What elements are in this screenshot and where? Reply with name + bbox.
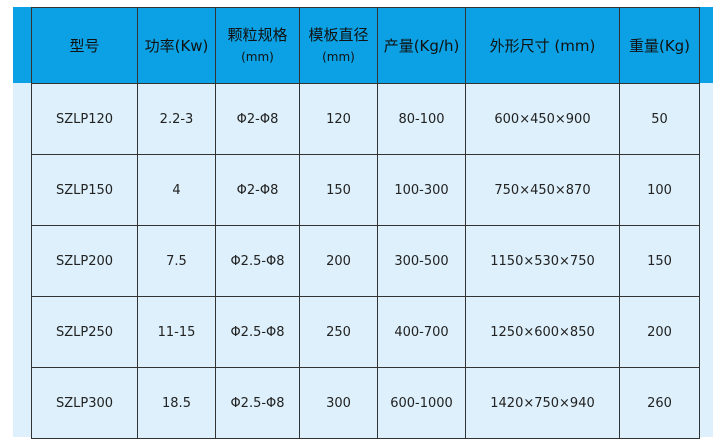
table-cell: 300-500 (377, 225, 466, 297)
table-cell: SZLP250 (31, 296, 138, 368)
column-header: 外形尺寸 (mm) (465, 7, 620, 84)
header-label: 产量(Kg/h) (383, 36, 460, 55)
table-cell: SZLP120 (31, 83, 138, 155)
table-cell: Φ2.5-Φ8 (215, 296, 300, 368)
table-cell: 1250×600×850 (465, 296, 620, 368)
table-cell: SZLP150 (31, 154, 138, 226)
table-cell: 11-15 (137, 296, 216, 368)
table-cell: 600×450×900 (465, 83, 620, 155)
column-header: 型号 (31, 7, 138, 84)
header-label: 重量(Kg) (628, 36, 691, 55)
header-unit: (mm) (322, 49, 355, 64)
table-cell: 4 (137, 154, 216, 226)
table-cell: Φ2.5-Φ8 (215, 367, 300, 439)
table-cell: 100-300 (377, 154, 466, 226)
table-row: SZLP200 7.5 Φ2.5-Φ8 200 300-500 1150×530×750 1… (31, 225, 700, 297)
table-cell: 600-1000 (377, 367, 466, 439)
spec-table: 型号 功率(Kw) 颗粒规格 (mm) 模板直径 (mm) 产量(Kg/h) 外形尺寸 (mm… (31, 7, 700, 439)
header-label: 功率(Kw) (144, 36, 209, 55)
table-row: SZLP300 18.5 Φ2.5-Φ8 300 600-1000 1420×750×94… (31, 367, 700, 439)
table-cell: 50 (619, 83, 700, 155)
table-cell: 400-700 (377, 296, 466, 368)
column-header: 产量(Kg/h) (377, 7, 466, 84)
table-cell: 80-100 (377, 83, 466, 155)
table-cell: 200 (619, 296, 700, 368)
table-cell: 7.5 (137, 225, 216, 297)
header-label: 模板直径 (308, 25, 369, 44)
table-cell: 150 (619, 225, 700, 297)
table-cell: 260 (619, 367, 700, 439)
table-row: SZLP120 2.2-3 Φ2-Φ8 120 80-100 600×450×900 50 (31, 83, 700, 155)
header-row: 型号 功率(Kw) 颗粒规格 (mm) 模板直径 (mm) 产量(Kg/h) 外形尺寸 (mm… (31, 7, 700, 84)
table-cell: Φ2.5-Φ8 (215, 225, 300, 297)
table-cell: 18.5 (137, 367, 216, 439)
table-cell: 200 (299, 225, 378, 297)
table-cell: Φ2-Φ8 (215, 83, 300, 155)
table-row: SZLP250 11-15 Φ2.5-Φ8 250 400-700 1250×600×85… (31, 296, 700, 368)
header-label: 外形尺寸 (mm) (489, 36, 596, 55)
table-row: SZLP150 4 Φ2-Φ8 150 100-300 750×450×870 100 (31, 154, 700, 226)
table-cell: SZLP200 (31, 225, 138, 297)
table-cell: Φ2-Φ8 (215, 154, 300, 226)
header-label: 型号 (69, 36, 100, 55)
column-header: 重量(Kg) (619, 7, 700, 84)
table-cell: SZLP300 (31, 367, 138, 439)
table-cell: 1150×530×750 (465, 225, 620, 297)
table-cell: 150 (299, 154, 378, 226)
table-cell: 750×450×870 (465, 154, 620, 226)
table-cell: 1420×750×940 (465, 367, 620, 439)
table-cell: 300 (299, 367, 378, 439)
header-unit: (mm) (241, 49, 274, 64)
table-cell: 2.2-3 (137, 83, 216, 155)
column-header: 功率(Kw) (137, 7, 216, 84)
table-cell: 120 (299, 83, 378, 155)
column-header: 模板直径 (mm) (299, 7, 378, 84)
column-header: 颗粒规格 (mm) (215, 7, 300, 84)
header-label: 颗粒规格 (227, 25, 288, 44)
table-cell: 250 (299, 296, 378, 368)
table-cell: 100 (619, 154, 700, 226)
